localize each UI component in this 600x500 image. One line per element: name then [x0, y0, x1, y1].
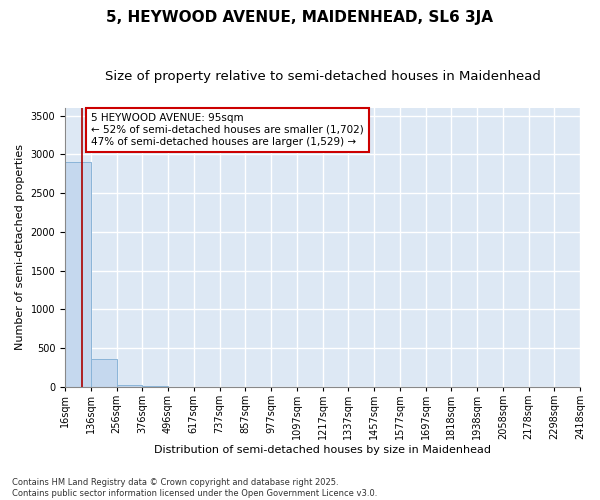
Bar: [91, 359, 116, 387]
Bar: [142, 386, 168, 387]
Text: 5, HEYWOOD AVENUE, MAIDENHEAD, SL6 3JA: 5, HEYWOOD AVENUE, MAIDENHEAD, SL6 3JA: [107, 10, 493, 25]
Bar: [65, 162, 91, 387]
Bar: [116, 385, 142, 387]
X-axis label: Distribution of semi-detached houses by size in Maidenhead: Distribution of semi-detached houses by …: [154, 445, 491, 455]
Y-axis label: Number of semi-detached properties: Number of semi-detached properties: [15, 144, 25, 350]
Title: Size of property relative to semi-detached houses in Maidenhead: Size of property relative to semi-detach…: [104, 70, 541, 83]
Text: Contains HM Land Registry data © Crown copyright and database right 2025.
Contai: Contains HM Land Registry data © Crown c…: [12, 478, 377, 498]
Text: 5 HEYWOOD AVENUE: 95sqm
← 52% of semi-detached houses are smaller (1,702)
47% of: 5 HEYWOOD AVENUE: 95sqm ← 52% of semi-de…: [91, 114, 364, 146]
